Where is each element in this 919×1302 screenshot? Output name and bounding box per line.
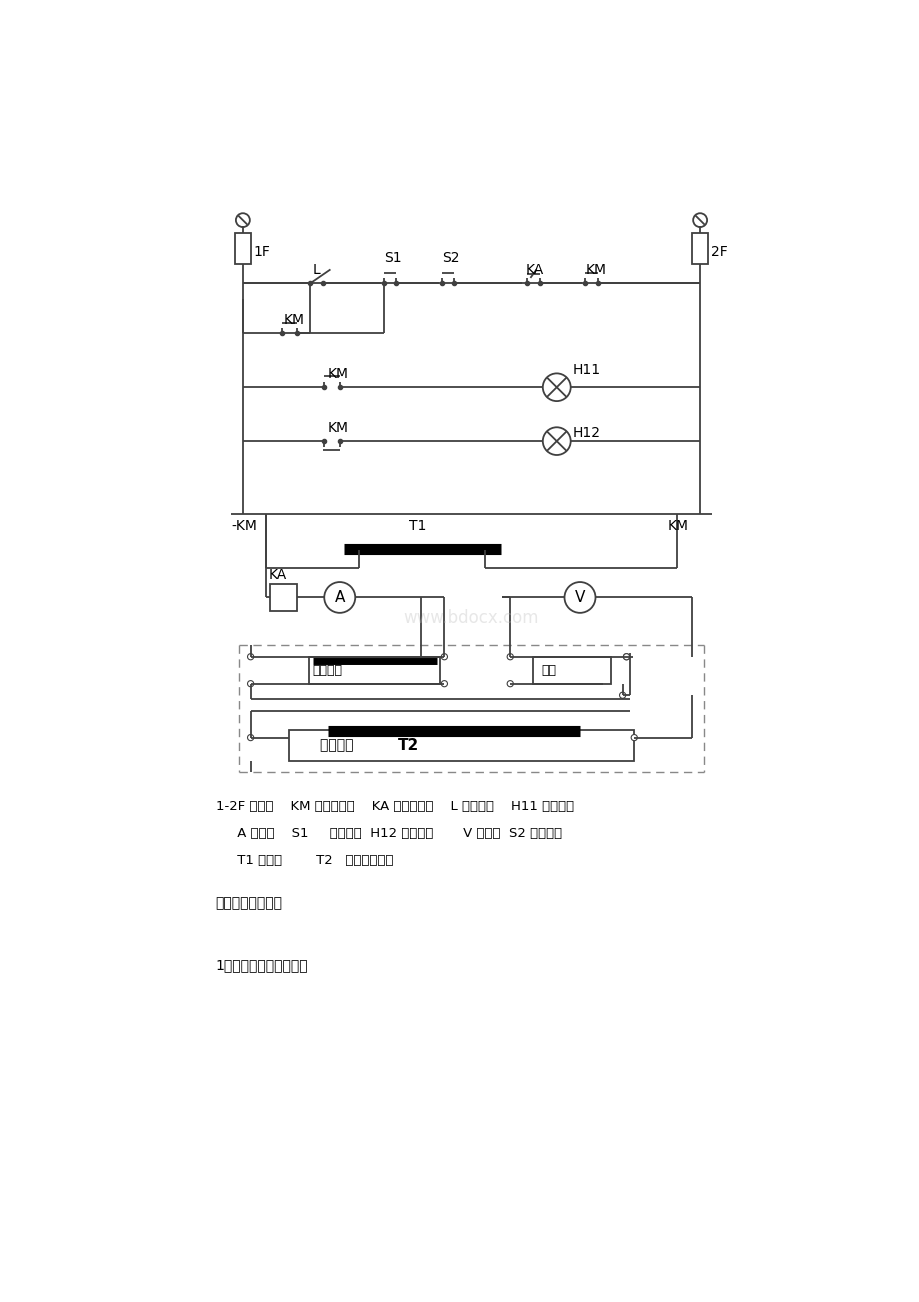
Text: T2: T2 bbox=[397, 738, 419, 753]
Text: KM: KM bbox=[283, 314, 304, 327]
Text: H11: H11 bbox=[572, 363, 600, 378]
Circle shape bbox=[630, 734, 637, 741]
Text: KM: KM bbox=[584, 263, 606, 277]
Text: T1: T1 bbox=[409, 518, 426, 533]
Text: L: L bbox=[312, 263, 320, 277]
Text: H12: H12 bbox=[572, 427, 599, 440]
Circle shape bbox=[542, 427, 570, 454]
Text: KM: KM bbox=[328, 421, 348, 435]
Text: 六、试验现场布置: 六、试验现场布置 bbox=[216, 896, 282, 910]
Text: 2F: 2F bbox=[710, 246, 727, 259]
Text: V: V bbox=[574, 590, 584, 605]
Circle shape bbox=[692, 214, 707, 227]
Circle shape bbox=[323, 582, 355, 613]
Circle shape bbox=[542, 374, 570, 401]
Bar bbox=[289, 730, 633, 760]
Text: T1 调压器        T2   高压试验变压: T1 调压器 T2 高压试验变压 bbox=[216, 854, 392, 867]
Text: KA: KA bbox=[525, 263, 543, 277]
Text: 仪表: 仪表 bbox=[540, 664, 556, 677]
Text: 1、交流耐压试验接线图: 1、交流耐压试验接线图 bbox=[216, 958, 308, 971]
Text: 1F: 1F bbox=[254, 246, 270, 259]
Circle shape bbox=[618, 693, 625, 698]
Circle shape bbox=[623, 654, 629, 660]
Circle shape bbox=[247, 654, 254, 660]
Text: S2: S2 bbox=[441, 251, 460, 264]
Text: 1-2F 熔断器    KM 交流接触器    KA 过流断电器    L 零位开关    H11 合闸指示: 1-2F 熔断器 KM 交流接触器 KA 过流断电器 L 零位开关 H11 合闸… bbox=[216, 801, 573, 814]
Circle shape bbox=[506, 654, 513, 660]
Circle shape bbox=[441, 681, 447, 686]
Text: S1: S1 bbox=[383, 251, 401, 264]
Circle shape bbox=[623, 654, 629, 660]
Text: A 电流表    S1     合闸按鈕  H12 电源指示       V 千伏表  S2 分闸按鈕: A 电流表 S1 合闸按鈕 H12 电源指示 V 千伏表 S2 分闸按鈕 bbox=[216, 827, 562, 840]
Circle shape bbox=[247, 734, 254, 741]
Text: 高压线圈: 高压线圈 bbox=[320, 738, 362, 753]
Circle shape bbox=[506, 681, 513, 686]
Text: KA: KA bbox=[268, 568, 287, 582]
Bar bbox=[309, 656, 440, 684]
Text: KM: KM bbox=[328, 367, 348, 381]
Text: 低压线圈: 低压线圈 bbox=[312, 664, 342, 677]
Circle shape bbox=[441, 654, 447, 660]
Circle shape bbox=[564, 582, 595, 613]
Circle shape bbox=[247, 681, 254, 686]
Bar bbox=[533, 656, 610, 684]
Text: A: A bbox=[335, 590, 345, 605]
Text: www.bdocx.com: www.bdocx.com bbox=[403, 609, 539, 628]
Text: KM: KM bbox=[667, 518, 687, 533]
Bar bbox=[269, 585, 297, 612]
Circle shape bbox=[235, 214, 250, 227]
Bar bbox=[235, 233, 250, 264]
Text: -KM: -KM bbox=[231, 518, 256, 533]
Bar bbox=[692, 233, 707, 264]
